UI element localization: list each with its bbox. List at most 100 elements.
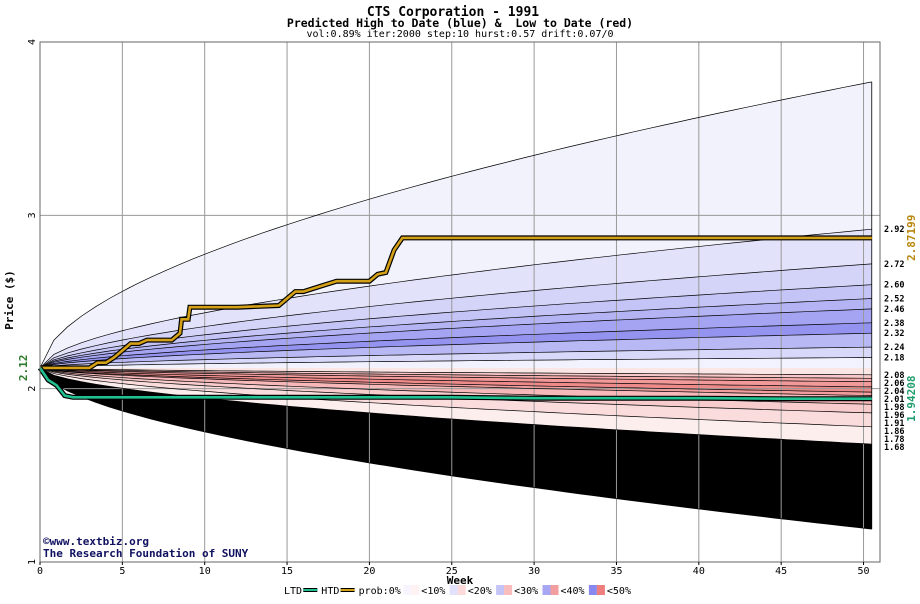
high-probability-band: [40, 357, 872, 368]
htd-value-label: 2.87199: [905, 215, 918, 261]
low-probability-band: [40, 367, 872, 530]
quantile-end-label: 2.01: [884, 395, 904, 405]
low-quantile-line: [39, 367, 872, 379]
low-probability-band: [40, 367, 872, 382]
x-tick-label: 0: [37, 566, 43, 577]
x-tick-label: 30: [528, 566, 540, 577]
series-htd-line: [40, 236, 872, 370]
high-quantile-line: [39, 228, 872, 369]
legend-label: HTD: [321, 586, 339, 597]
plot-border: [39, 41, 881, 563]
low-probability-band: [40, 367, 872, 379]
legend-swatch-low: [504, 585, 513, 595]
quantile-end-label: 1.91: [884, 419, 904, 429]
legend-label: prob:0%: [359, 586, 401, 597]
high-probability-band: [40, 333, 872, 368]
ltd-value-label: 1.94208: [905, 376, 918, 422]
high-quantile-line: [39, 284, 872, 369]
high-quantile-line: [39, 308, 872, 369]
legend-swatch-high: [542, 585, 551, 595]
quantile-end-label: 1.98: [884, 403, 904, 413]
legend-label: <10%: [421, 586, 445, 597]
legend-swatch-high: [449, 585, 458, 595]
x-tick-label: 35: [610, 566, 622, 577]
quantile-end-label: 1.86: [884, 427, 904, 437]
low-probability-band: [40, 367, 872, 413]
low-quantile-line: [39, 367, 872, 383]
legend-swatch-high: [403, 585, 412, 595]
series-ltd-line: [38, 367, 872, 401]
low-quantile-line: [39, 367, 872, 393]
x-tick-label: 40: [693, 566, 705, 577]
low-quantile-line: [39, 367, 872, 396]
low-quantile-line: [39, 367, 872, 376]
x-tick-label: 20: [363, 566, 375, 577]
quantile-end-label: 2.52: [884, 295, 904, 305]
high-probability-band: [40, 347, 872, 368]
high-probability-band: [40, 263, 872, 368]
high-probability-band: [40, 308, 872, 368]
high-probability-band: [40, 298, 872, 368]
legend-swatch-low: [550, 585, 559, 595]
legend-swatch-high: [496, 585, 505, 595]
x-tick-label: 10: [199, 566, 211, 577]
legend-label: <20%: [468, 586, 492, 597]
low-quantile-line: [39, 367, 872, 388]
start-price-label: 2.12: [17, 355, 30, 382]
low-probability-band: [40, 367, 872, 393]
quantile-end-label: 2.46: [884, 305, 904, 315]
quantile-end-label: 2.18: [884, 353, 904, 363]
low-probability-band: [40, 367, 872, 427]
low-quantile-line: [39, 367, 872, 530]
legend-swatch-high: [588, 585, 597, 595]
quantile-end-label: 2.24: [884, 343, 904, 353]
x-axis-label: Week: [447, 574, 474, 587]
chart-subtitle: Predicted High to Date (blue) & Low to D…: [287, 16, 633, 30]
quantile-end-label: 2.32: [884, 329, 904, 339]
quantile-end-label: 2.72: [884, 260, 904, 270]
legend-label: <30%: [514, 586, 538, 597]
legend-label: <40%: [561, 586, 585, 597]
x-tick-label: 25: [446, 566, 458, 577]
low-probability-band: [40, 367, 872, 405]
legend-label: <50%: [607, 586, 631, 597]
chart-title: CTS Corporation - 1991: [367, 5, 539, 20]
legend: LTD HTD prob:0% <10% <20% <30% <40% <50%: [284, 585, 631, 597]
legend-swatch-low: [596, 585, 605, 595]
quantile-end-label: 2.38: [884, 319, 904, 329]
chart-params: vol:0.89% iter:2000 step:10 hurst:0.57 d…: [306, 29, 613, 40]
legend-label: LTD: [284, 586, 302, 597]
high-quantile-line: [39, 357, 872, 369]
quantile-end-label: 2.06: [884, 379, 904, 389]
quantile-end-label: 2.04: [884, 387, 904, 397]
quantile-end-label: 2.60: [884, 281, 904, 291]
high-quantile-line: [39, 322, 872, 369]
low-probability-band: [40, 367, 872, 375]
high-quantile-line: [39, 81, 872, 369]
quantile-end-label: 1.96: [884, 411, 904, 421]
quantile-end-label: 2.92: [884, 225, 904, 235]
credit-line-2: The Research Foundation of SUNY: [43, 547, 249, 560]
x-tick-label: 50: [858, 566, 870, 577]
low-quantile-line: [39, 367, 872, 428]
high-quantile-line: [39, 332, 872, 369]
y-tick-label: 1: [27, 559, 38, 565]
quantile-end-label: 2.08: [884, 371, 904, 381]
high-quantile-line: [39, 346, 872, 369]
y-tick-label: 3: [27, 212, 38, 218]
x-tick-label: 15: [281, 566, 293, 577]
high-probability-band: [40, 284, 872, 368]
quantile-end-label: 1.78: [884, 435, 904, 445]
credit-line-1: ©www.textbiz.org: [43, 535, 149, 548]
high-probability-band: [40, 322, 872, 368]
y-tick-label: 4: [27, 39, 38, 45]
high-probability-band: [40, 81, 872, 368]
y-tick-label: 2: [27, 386, 38, 392]
quantile-end-label: 1.68: [884, 443, 904, 453]
legend-swatch-low: [411, 585, 420, 595]
x-tick-label: 45: [775, 566, 787, 577]
high-probability-band: [40, 229, 872, 368]
high-quantile-line: [39, 298, 872, 369]
